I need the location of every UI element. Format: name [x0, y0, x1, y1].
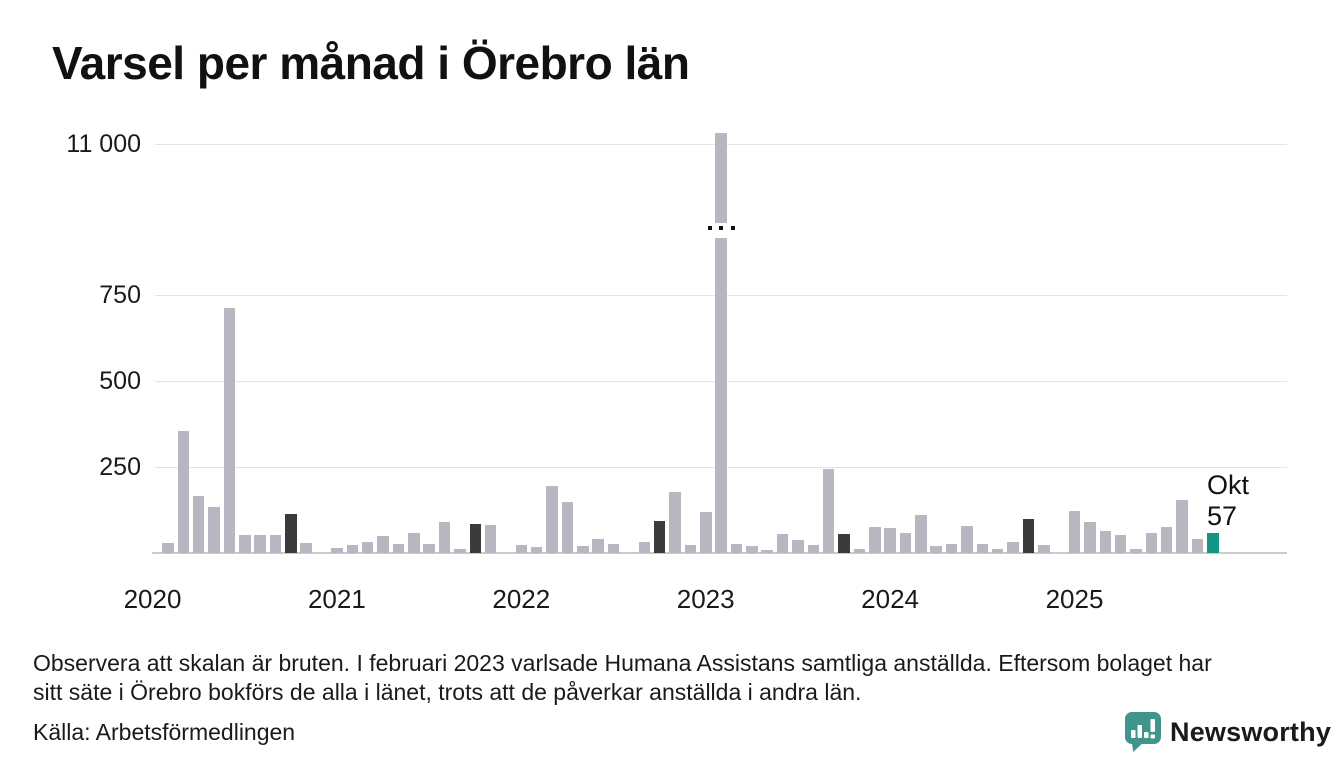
bar-nov-2023 [853, 549, 866, 553]
bar-feb-2023-lower [715, 238, 727, 553]
bar-apr-2020 [192, 496, 205, 553]
bar-okt-2025 [1207, 533, 1219, 553]
bar-jul-2022 [607, 544, 620, 553]
latest-value-annotation: Okt 57 [1207, 470, 1249, 532]
bar-jan-2025 [1068, 511, 1081, 553]
bar-jul-2021 [423, 544, 435, 553]
bar-okt-2023 [838, 534, 850, 553]
bar-jul-2025 [1160, 527, 1173, 553]
bar-feb-2025 [1084, 522, 1096, 553]
bar-feb-2022 [530, 547, 543, 553]
newsworthy-wordmark: Newsworthy [1170, 716, 1332, 747]
bar-dec-2023 [869, 527, 881, 553]
x-axis-year-label: 2022 [492, 584, 551, 614]
bar-feb-2020 [162, 543, 174, 553]
newsworthy-branding: Newsworthy [1124, 711, 1331, 753]
bar-feb-2024 [899, 533, 912, 553]
bar-sep-2025 [1191, 539, 1204, 553]
latest-value-label: 57 [1207, 501, 1238, 531]
bar-jun-2025 [1145, 533, 1158, 553]
bar-feb-2023-upper [715, 133, 727, 223]
bar-maj-2022 [577, 546, 589, 553]
bar-jun-2023 [776, 534, 789, 553]
bar-jan-2021 [331, 548, 343, 553]
bar-okt-2020 [285, 514, 297, 553]
bar-dec-2022 [684, 545, 697, 553]
bar-maj-2021 [392, 544, 405, 553]
bar-mar-2022 [546, 486, 558, 553]
x-axis-year-label: 2020 [123, 584, 182, 614]
x-axis-line [152, 552, 1287, 554]
bar-mar-2021 [361, 542, 374, 553]
bar-jul-2024 [976, 544, 988, 553]
bar-apr-2021 [377, 536, 389, 553]
y-axis-tick-label: 500 [99, 367, 141, 395]
bar-mar-2025 [1099, 531, 1111, 553]
bar-apr-2023 [746, 546, 758, 553]
chart-title: Varsel per månad i Örebro län [52, 37, 690, 89]
footnote-line-1: Observera att skalan är bruten. I februa… [33, 650, 1212, 676]
bar-okt-2022 [653, 521, 666, 553]
bar-jan-2022 [515, 545, 528, 553]
bar-jun-2024 [961, 526, 973, 553]
bar-sep-2022 [638, 542, 650, 553]
bar-nov-2021 [484, 525, 497, 553]
bar-maj-2024 [945, 544, 958, 553]
bar-aug-2023 [807, 545, 819, 553]
bar-sep-2021 [454, 549, 466, 553]
bar-okt-2021 [469, 524, 481, 553]
bar-apr-2022 [561, 502, 574, 553]
bar-sep-2023 [822, 469, 835, 553]
bar-mar-2024 [915, 515, 927, 553]
bar-sep-2024 [1007, 542, 1019, 553]
bar-jun-2021 [408, 533, 420, 553]
footnote-line-2: sitt säte i Örebro bokförs de alla i län… [33, 679, 862, 705]
bar-nov-2024 [1038, 545, 1050, 553]
bar-sep-2020 [269, 535, 282, 553]
bar-jul-2020 [239, 535, 251, 553]
newsworthy-bubble-barchart-icon [1125, 712, 1161, 752]
latest-month-label: Okt [1207, 470, 1250, 500]
x-axis-year-label: 2023 [676, 584, 735, 614]
bar-maj-2023 [761, 550, 773, 553]
bar-aug-2021 [438, 522, 451, 553]
bar-jun-2020 [223, 308, 236, 553]
bar-maj-2020 [208, 507, 220, 553]
bar-jul-2023 [792, 540, 804, 553]
y-axis-tick-label: 750 [99, 281, 141, 309]
bar-aug-2025 [1176, 500, 1188, 553]
x-axis-year-label: 2025 [1045, 584, 1104, 614]
bar-apr-2024 [930, 546, 942, 553]
bar-aug-2024 [991, 549, 1004, 553]
bar-jun-2022 [592, 539, 604, 553]
y-axis-tick-label: 11 000 [66, 130, 141, 158]
bar-okt-2024 [1022, 519, 1035, 553]
bar-maj-2025 [1130, 549, 1142, 553]
bar-apr-2025 [1114, 535, 1127, 553]
bar-mar-2023 [730, 544, 743, 553]
bar-feb-2021 [346, 545, 358, 553]
bar-nov-2022 [669, 492, 681, 553]
axis-break-dots [707, 226, 735, 230]
x-axis-year-label: 2021 [307, 584, 366, 614]
bar-nov-2020 [300, 543, 312, 553]
footnote: Observera att skalan är bruten. I februa… [33, 649, 1323, 707]
source-note: Källa: Arbetsförmedlingen [33, 719, 296, 745]
x-axis-year-label: 2024 [861, 584, 920, 614]
y-axis-tick-label: 250 [99, 453, 141, 481]
bar-jan-2024 [884, 528, 896, 553]
bar-jan-2023 [700, 512, 712, 553]
bar-aug-2020 [254, 535, 266, 553]
bar-mar-2020 [177, 431, 189, 553]
